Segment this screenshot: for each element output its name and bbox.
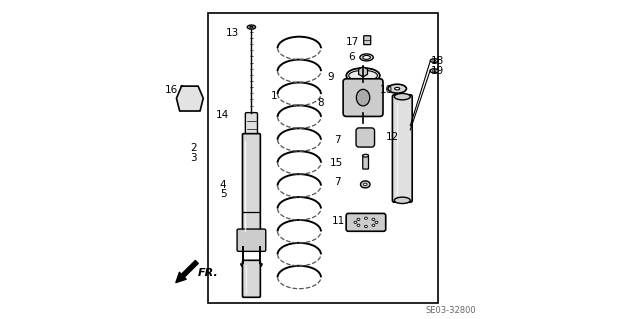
Ellipse shape <box>357 224 360 226</box>
Ellipse shape <box>433 60 436 61</box>
FancyBboxPatch shape <box>245 113 257 137</box>
Ellipse shape <box>357 218 360 220</box>
Polygon shape <box>177 86 204 111</box>
Ellipse shape <box>394 197 410 204</box>
Ellipse shape <box>372 218 375 220</box>
Ellipse shape <box>365 225 367 228</box>
Ellipse shape <box>364 183 367 186</box>
FancyBboxPatch shape <box>346 213 386 231</box>
Text: 15: 15 <box>330 158 344 168</box>
Ellipse shape <box>372 224 375 226</box>
Text: 3: 3 <box>190 153 196 163</box>
FancyBboxPatch shape <box>243 260 260 297</box>
Ellipse shape <box>394 93 410 100</box>
FancyBboxPatch shape <box>343 79 383 116</box>
Ellipse shape <box>433 70 436 72</box>
Text: FR.: FR. <box>198 268 219 278</box>
Text: 16: 16 <box>164 85 178 95</box>
Text: 9: 9 <box>328 71 335 82</box>
Text: 6: 6 <box>349 52 355 62</box>
Ellipse shape <box>349 70 378 81</box>
Ellipse shape <box>388 84 406 93</box>
Ellipse shape <box>356 89 370 106</box>
Ellipse shape <box>250 26 253 28</box>
Text: 8: 8 <box>317 98 324 108</box>
Ellipse shape <box>354 221 357 223</box>
Text: 14: 14 <box>216 110 228 120</box>
Ellipse shape <box>430 69 438 73</box>
Ellipse shape <box>247 25 255 29</box>
Text: 2: 2 <box>190 143 196 153</box>
Text: 17: 17 <box>346 37 360 47</box>
Text: 5: 5 <box>220 189 227 199</box>
FancyBboxPatch shape <box>243 134 260 239</box>
Text: 13: 13 <box>226 28 239 39</box>
Text: 7: 7 <box>335 135 341 145</box>
Ellipse shape <box>430 59 438 63</box>
Text: 1: 1 <box>271 91 277 101</box>
FancyBboxPatch shape <box>364 36 371 45</box>
Text: 11: 11 <box>332 216 345 226</box>
FancyArrowPatch shape <box>176 260 198 283</box>
Text: 10: 10 <box>380 85 393 95</box>
Text: 7: 7 <box>335 177 341 188</box>
Ellipse shape <box>375 221 378 223</box>
Ellipse shape <box>395 87 400 90</box>
Ellipse shape <box>365 217 367 219</box>
Ellipse shape <box>360 181 370 188</box>
Text: SE03-32800: SE03-32800 <box>426 306 476 315</box>
Text: 19: 19 <box>431 66 444 76</box>
FancyBboxPatch shape <box>237 229 266 251</box>
Text: 18: 18 <box>431 56 444 66</box>
FancyBboxPatch shape <box>356 128 374 147</box>
Ellipse shape <box>363 154 369 157</box>
FancyBboxPatch shape <box>392 95 412 202</box>
Ellipse shape <box>360 54 373 61</box>
Text: 12: 12 <box>386 131 399 142</box>
Text: 4: 4 <box>220 180 227 190</box>
Ellipse shape <box>363 56 371 59</box>
FancyBboxPatch shape <box>363 155 369 169</box>
